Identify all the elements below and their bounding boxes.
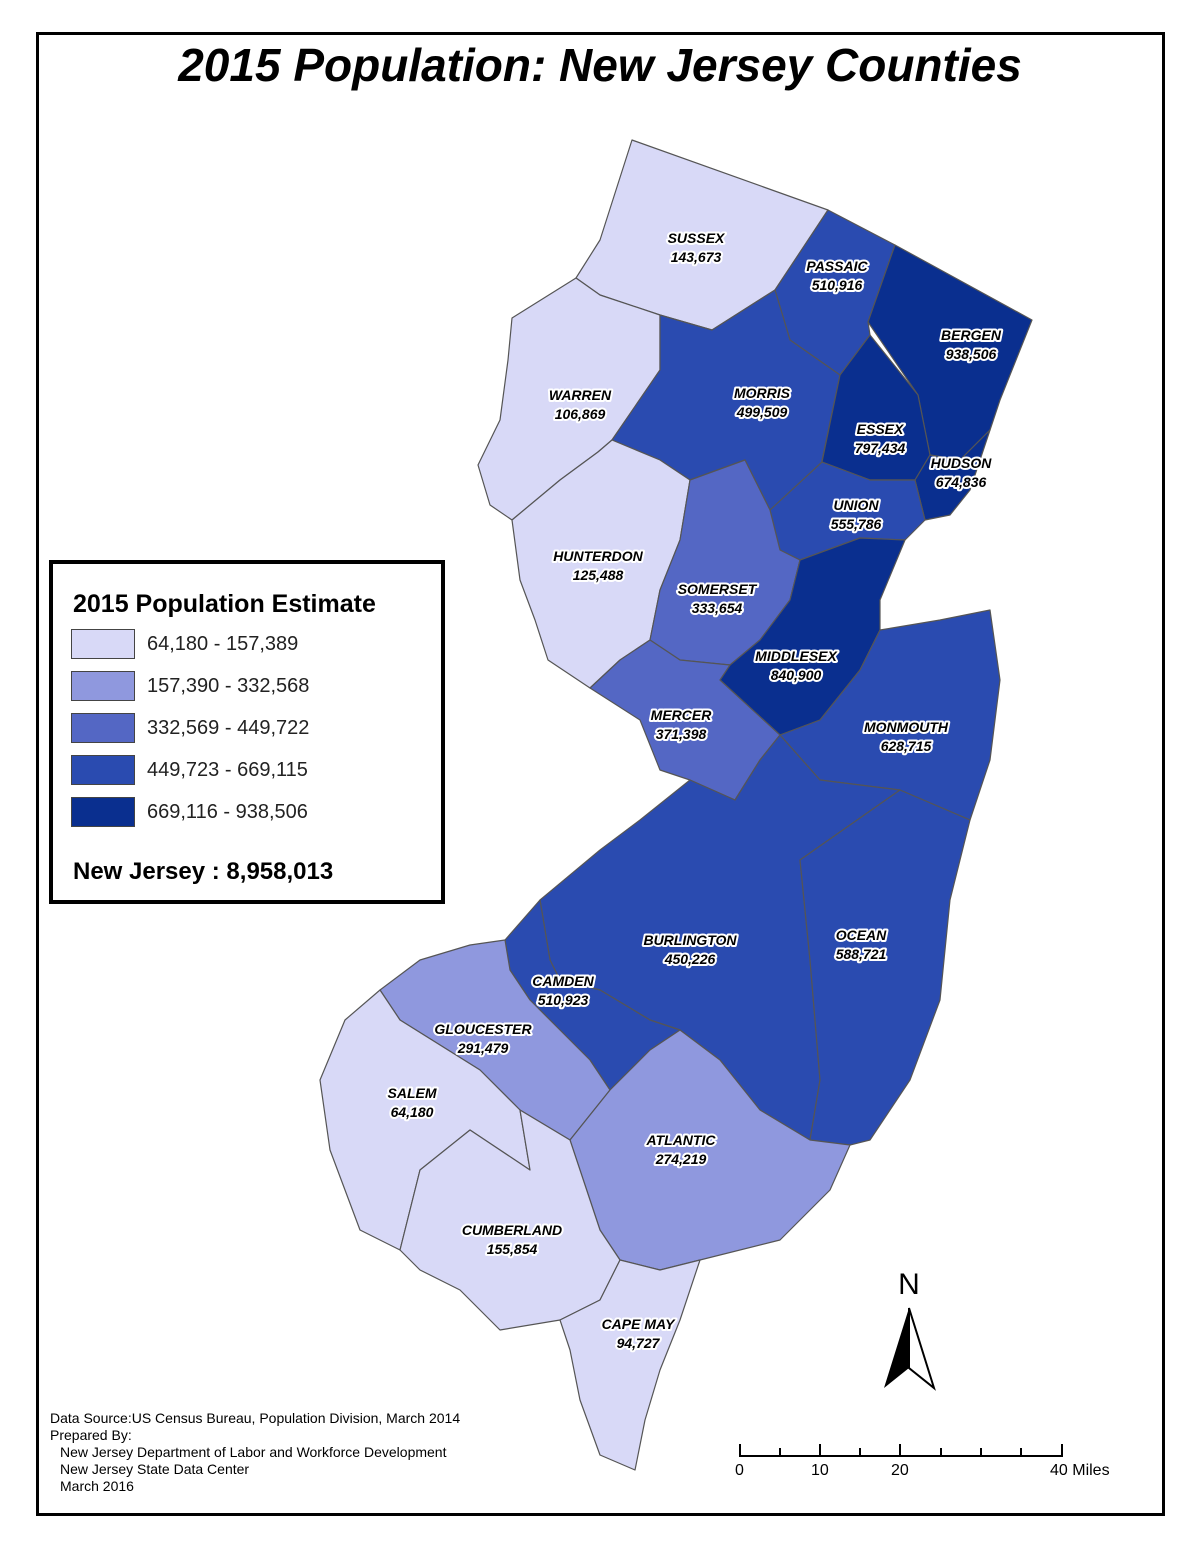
north-arrow-right	[908, 1307, 936, 1391]
label-cumberland-name: CUMBERLAND	[462, 1222, 562, 1238]
credits-org1: New Jersey Department of Labor and Workf…	[60, 1444, 447, 1460]
credits-prepared: Prepared By:	[50, 1427, 132, 1443]
label-hunterdon-name: HUNTERDON	[553, 548, 643, 564]
legend-class-1: 64,180 - 157,389	[71, 628, 298, 660]
county-ocean[interactable]	[799, 789, 971, 1146]
credits-date: March 2016	[60, 1478, 134, 1494]
scale-label-10: 10	[811, 1462, 829, 1479]
legend-label-2: 157,390 - 332,568	[147, 674, 310, 697]
map-title: 2015 Population: New Jersey Counties	[178, 39, 1022, 91]
label-hudson-pop: 674,836	[936, 474, 987, 490]
legend-class-3: 332,569 - 449,722	[71, 712, 309, 744]
legend-label-1: 64,180 - 157,389	[147, 632, 299, 655]
legend-box: 2015 Population Estimate 64,180 - 157,38…	[49, 560, 445, 904]
label-middlesex-pop: 840,900	[771, 667, 822, 683]
label-burlington-pop: 450,226	[664, 951, 716, 967]
label-essex-pop: 797,434	[855, 440, 906, 456]
scale-label-40: 40 Miles	[1050, 1462, 1110, 1479]
label-capemay-pop: 94,727	[617, 1335, 661, 1351]
label-bergen-pop: 938,506	[946, 346, 997, 362]
label-morris-pop: 499,509	[736, 404, 788, 420]
legend-swatch-1	[71, 629, 135, 659]
label-gloucester-pop: 291,479	[457, 1040, 509, 1056]
legend-swatch-2	[71, 671, 135, 701]
label-monmouth-pop: 628,715	[881, 738, 932, 754]
map-frame	[36, 32, 1165, 1516]
label-sussex-pop: 143,673	[671, 249, 722, 265]
label-atlantic-pop: 274,219	[655, 1151, 707, 1167]
label-monmouth-name: MONMOUTH	[864, 719, 949, 735]
label-passaic-name: PASSAIC	[806, 258, 868, 274]
legend-class-5: 669,116 - 938,506	[71, 796, 308, 828]
legend-swatch-3	[71, 713, 135, 743]
credits-org2: New Jersey State Data Center	[60, 1461, 250, 1477]
label-warren-name: WARREN	[549, 387, 612, 403]
state-total: New Jersey : 8,958,013	[73, 858, 334, 885]
label-atlantic-name: ATLANTIC	[646, 1132, 717, 1148]
label-morris-name: MORRIS	[734, 385, 791, 401]
label-bergen-name: BERGEN	[941, 327, 1002, 343]
label-gloucester-name: GLOUCESTER	[434, 1021, 532, 1037]
label-somerset-name: SOMERSET	[678, 581, 758, 597]
north-arrow-left	[884, 1308, 909, 1388]
label-essex-name: ESSEX	[857, 421, 905, 437]
label-union-pop: 555,786	[831, 516, 882, 532]
scale-label-20: 20	[891, 1462, 909, 1479]
credits-block: Data Source:US Census Bureau, Population…	[50, 1410, 460, 1495]
label-ocean-name: OCEAN	[836, 927, 887, 943]
label-hudson-name: HUDSON	[931, 455, 993, 471]
label-hunterdon-pop: 125,488	[573, 567, 624, 583]
legend-label-3: 332,569 - 449,722	[147, 716, 310, 739]
label-passaic-pop: 510,916	[812, 277, 863, 293]
label-mercer-pop: 371,398	[656, 726, 707, 742]
north-arrow-icon: N	[884, 1268, 936, 1391]
legend-label-5: 669,116 - 938,506	[147, 800, 308, 823]
label-union-name: UNION	[833, 497, 879, 513]
county-capemay[interactable]	[559, 1259, 701, 1471]
label-mercer-name: MERCER	[651, 707, 713, 723]
label-sussex-name: SUSSEX	[668, 230, 726, 246]
label-warren-pop: 106,869	[555, 406, 606, 422]
label-ocean-pop: 588,721	[836, 946, 887, 962]
north-label: N	[898, 1268, 920, 1301]
legend-title: 2015 Population Estimate	[73, 590, 376, 618]
scale-bar-ticks	[739, 1444, 1063, 1457]
label-cumberland-pop: 155,854	[487, 1241, 538, 1257]
scale-bar: 0 10 20 40 Miles	[728, 1440, 1138, 1490]
credits-source: Data Source:US Census Bureau, Population…	[50, 1410, 461, 1426]
label-salem-name: SALEM	[388, 1085, 437, 1101]
label-capemay-name: CAPE MAY	[602, 1316, 677, 1332]
legend-label-4: 449,723 - 669,115	[147, 758, 308, 781]
label-middlesex-name: MIDDLESEX	[755, 648, 838, 664]
label-camden-name: CAMDEN	[532, 973, 594, 989]
legend-class-2: 157,390 - 332,568	[71, 670, 309, 702]
label-salem-pop: 64,180	[391, 1104, 434, 1120]
legend-swatch-5	[71, 797, 135, 827]
label-somerset-pop: 333,654	[692, 600, 743, 616]
label-camden-pop: 510,923	[538, 992, 589, 1008]
scale-label-0: 0	[735, 1462, 744, 1479]
legend-class-4: 449,723 - 669,115	[71, 754, 308, 786]
legend-swatch-4	[71, 755, 135, 785]
label-burlington-name: BURLINGTON	[643, 932, 737, 948]
